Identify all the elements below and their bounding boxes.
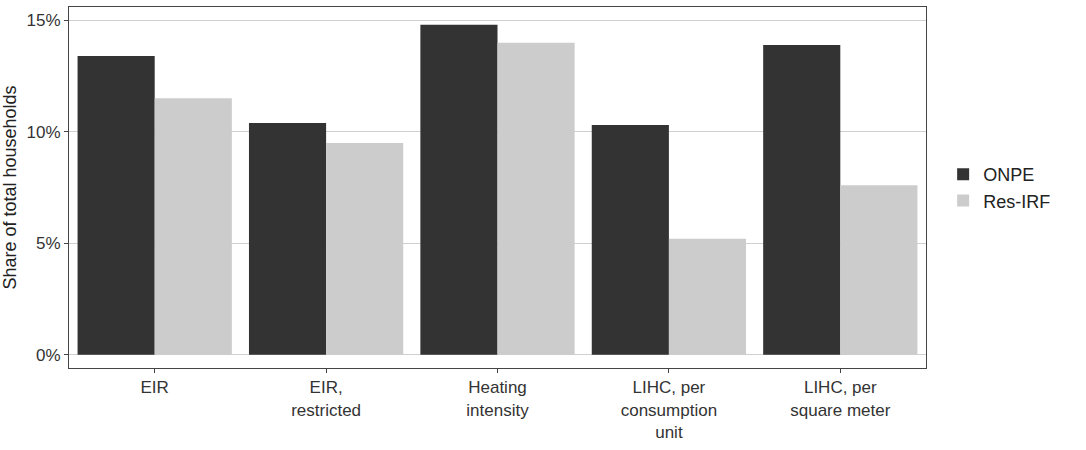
svg-text:10%: 10% xyxy=(27,123,61,142)
svg-text:0%: 0% xyxy=(36,346,61,365)
svg-text:EIR: EIR xyxy=(141,378,169,397)
svg-text:15%: 15% xyxy=(27,11,61,30)
svg-text:LIHC, perconsumptionunit: LIHC, perconsumptionunit xyxy=(621,378,717,441)
svg-text:LIHC, persquare meter: LIHC, persquare meter xyxy=(790,378,890,419)
svg-text:Res-IRF: Res-IRF xyxy=(983,192,1050,212)
svg-text:Share of total households: Share of total households xyxy=(0,85,20,289)
svg-text:EIR,restricted: EIR,restricted xyxy=(291,378,361,419)
svg-text:Heatingintensity: Heatingintensity xyxy=(466,378,529,419)
svg-text:ONPE: ONPE xyxy=(983,165,1034,185)
svg-text:5%: 5% xyxy=(36,234,61,253)
